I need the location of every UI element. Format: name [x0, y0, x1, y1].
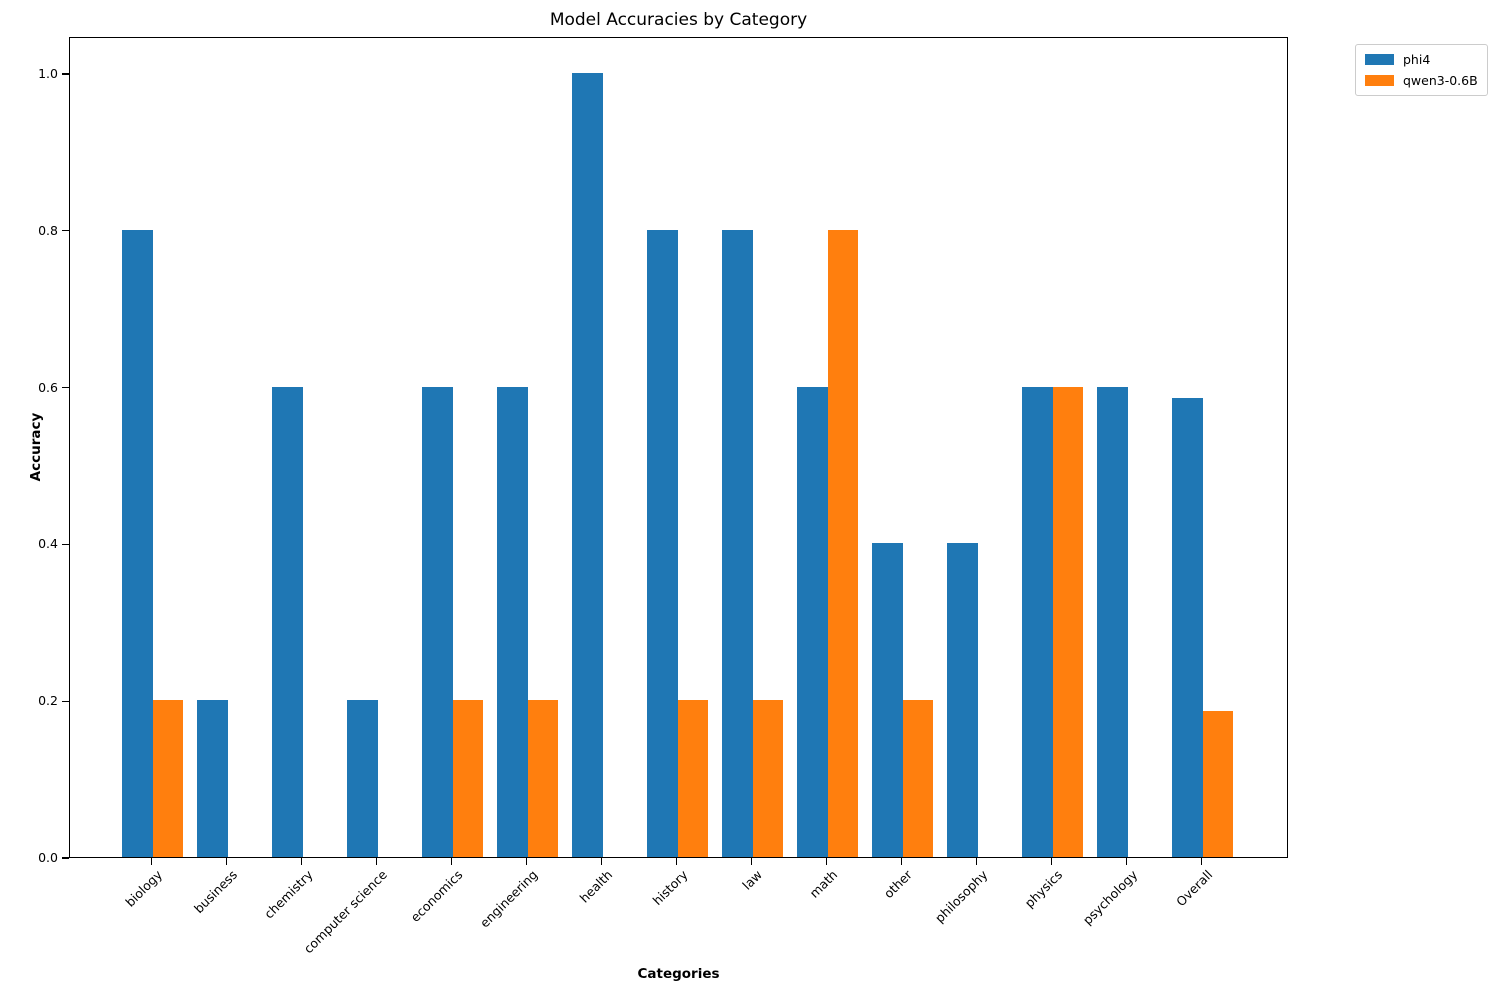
bar-phi4-engineering [497, 387, 528, 857]
x-tick-mark [226, 858, 228, 865]
x-axis-label: Categories [637, 966, 720, 982]
x-tick-label-history: history [649, 867, 691, 909]
bar-phi4-health [572, 73, 603, 857]
legend-item-phi4: phi4 [1365, 52, 1478, 67]
bar-phi4-chemistry [272, 387, 303, 857]
y-tick-mark [62, 230, 69, 232]
x-tick-label-business: business [191, 867, 241, 917]
bar-phi4-math [797, 387, 828, 857]
bar-qwen3-0.6B-other [902, 700, 934, 857]
bar-qwen3-0.6B-law [752, 700, 784, 857]
x-tick-label-Overall: Overall [1173, 867, 1216, 910]
bar-phi4-computer-science [347, 700, 378, 857]
legend-swatch-qwen3 [1365, 75, 1394, 86]
bar-phi4-law [722, 230, 753, 857]
x-tick-label-economics: economics [407, 867, 466, 925]
y-tick-label: 0.0 [38, 850, 58, 865]
x-tick-mark [151, 858, 153, 865]
y-tick-label: 0.2 [38, 693, 58, 709]
x-tick-mark [526, 858, 528, 865]
y-tick-mark [62, 857, 69, 859]
y-tick-label: 1.0 [38, 66, 58, 81]
bar-qwen3-0.6B-engineering [527, 700, 559, 857]
bar-phi4-philosophy [947, 543, 978, 857]
x-tick-mark [751, 858, 753, 865]
x-tick-label-math: math [806, 867, 841, 901]
x-tick-label-engineering: engineering [476, 867, 541, 931]
x-tick-mark [1201, 858, 1203, 865]
y-tick-mark [62, 543, 69, 546]
x-tick-mark [451, 858, 453, 865]
x-tick-mark [301, 858, 303, 865]
chart-title: Model Accuracies by Category [549, 10, 808, 30]
y-tick-mark [62, 700, 69, 702]
bar-qwen3-0.6B-Overall [1202, 711, 1234, 857]
bar-qwen3-0.6B-physics [1052, 387, 1084, 857]
bar-phi4-Overall [1172, 398, 1203, 857]
legend-swatch-phi4 [1365, 54, 1394, 65]
x-tick-label-biology: biology [122, 867, 166, 910]
bar-qwen3-0.6B-history [677, 700, 709, 857]
y-axis-label: Accuracy [28, 412, 44, 482]
bar-phi4-biology [122, 230, 153, 857]
x-tick-mark [826, 858, 828, 865]
x-tick-label-physics: physics [1021, 867, 1066, 911]
bar-phi4-psychology [1097, 387, 1128, 857]
x-tick-mark [376, 858, 378, 865]
bar-phi4-economics [422, 387, 453, 857]
bar-qwen3-0.6B-economics [452, 700, 484, 857]
x-tick-label-law: law [739, 867, 766, 893]
bar-phi4-business [197, 700, 228, 857]
x-tick-label-other: other [881, 867, 916, 902]
x-tick-mark [1051, 858, 1053, 865]
plot-area [69, 37, 1288, 858]
y-tick-mark [62, 73, 69, 75]
y-tick-mark [62, 386, 69, 389]
legend-label-phi4: phi4 [1403, 52, 1431, 67]
x-tick-label-philosophy: philosophy [931, 867, 991, 926]
x-tick-label-computer-science: computer science [301, 867, 391, 957]
x-tick-label-health: health [576, 867, 616, 906]
y-tick-label: 0.6 [38, 379, 58, 395]
x-tick-mark [901, 858, 903, 865]
y-tick-label: 0.8 [38, 222, 58, 238]
bar-qwen3-0.6B-math [827, 230, 859, 857]
bar-qwen3-0.6B-biology [152, 700, 184, 857]
legend: phi4 qwen3-0.6B [1355, 44, 1488, 96]
bar-phi4-history [647, 230, 678, 857]
x-tick-mark [1126, 858, 1128, 865]
x-tick-mark [601, 858, 603, 865]
bar-phi4-physics [1022, 387, 1053, 857]
bar-phi4-other [872, 543, 903, 857]
x-tick-mark [976, 858, 978, 865]
y-tick-label: 0.4 [38, 536, 58, 552]
legend-label-qwen3: qwen3-0.6B [1403, 73, 1478, 88]
x-tick-label-chemistry: chemistry [260, 867, 316, 922]
x-tick-label-psychology: psychology [1079, 867, 1141, 928]
legend-item-qwen3: qwen3-0.6B [1365, 73, 1478, 88]
x-tick-mark [676, 858, 678, 865]
